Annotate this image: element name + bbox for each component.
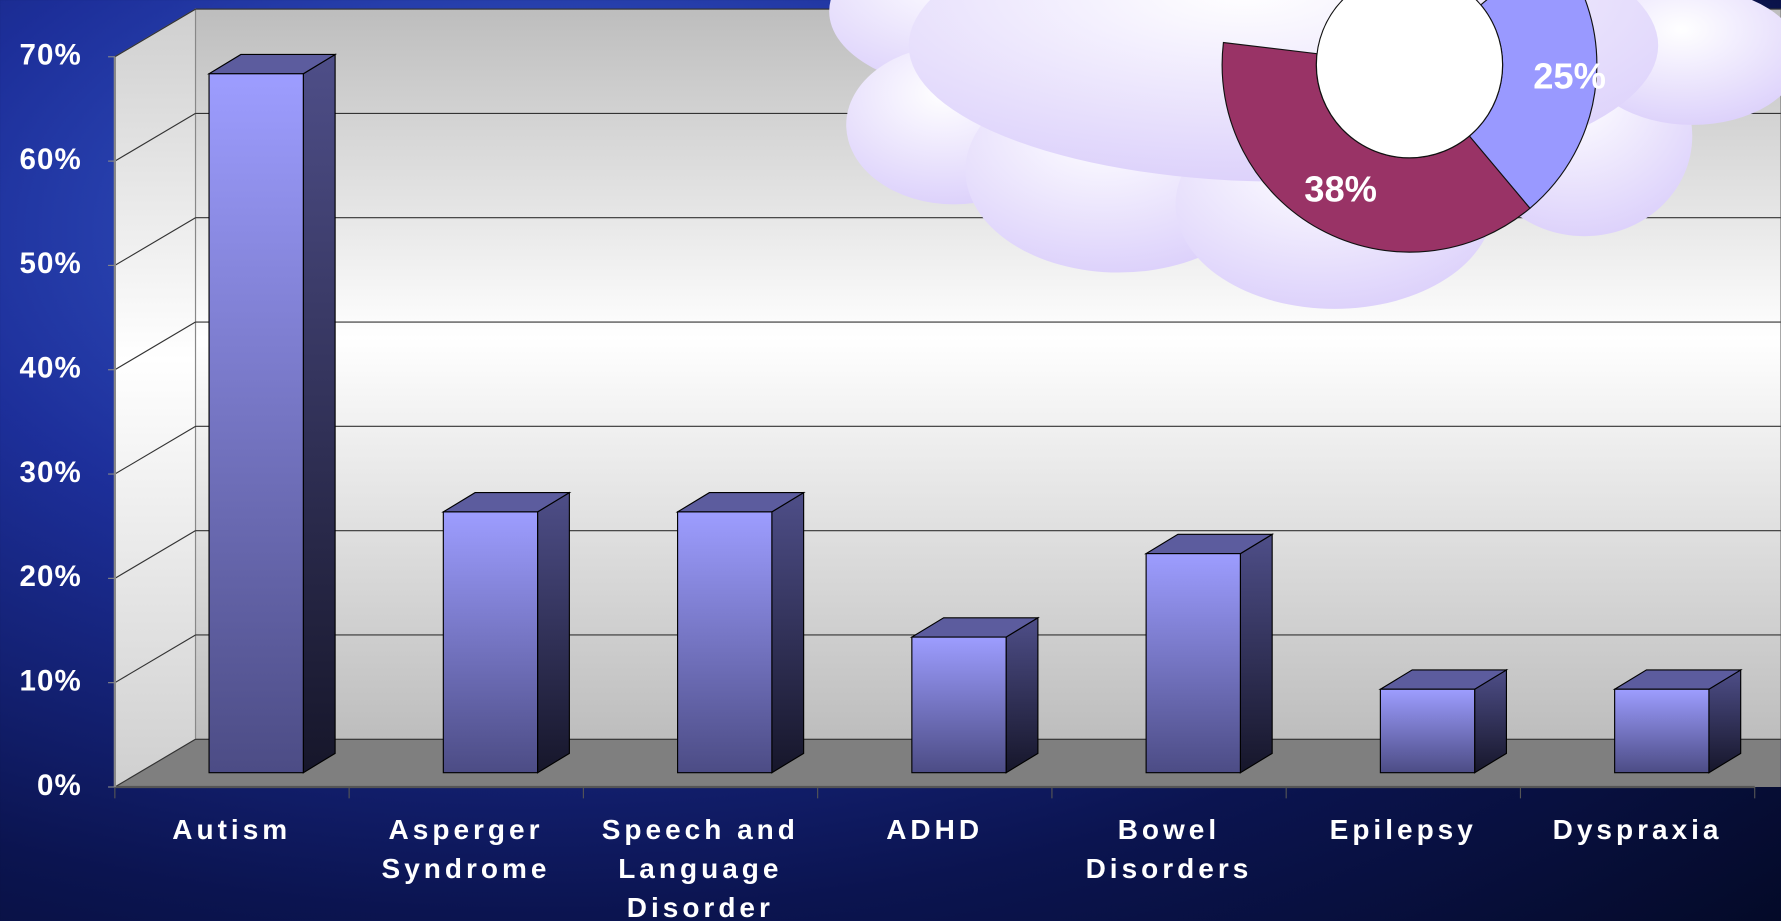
donut-chart: 25% 38%	[1221, 0, 1606, 253]
side-wall	[114, 8, 197, 788]
bar-front	[208, 73, 304, 774]
bar-side	[1239, 533, 1273, 774]
axes: 0% 10% 20% 30% 40% 50% 60% 70%	[19, 39, 1756, 802]
bar-side	[302, 53, 336, 774]
bar	[675, 491, 806, 774]
y-tick-label: 50%	[19, 247, 81, 280]
bar-side	[1005, 616, 1039, 774]
bar-front	[677, 511, 773, 774]
x-tick-label: Epilepsy	[1329, 814, 1477, 845]
grid-line	[114, 112, 196, 162]
x-tick-label: ADHD	[886, 814, 984, 845]
x-tick-label: Dyspraxia	[1552, 814, 1723, 845]
grid-line	[114, 8, 196, 58]
bar-side	[537, 491, 570, 774]
bar-front	[1614, 688, 1710, 774]
data-label: 38%	[1304, 169, 1377, 210]
grid-line	[114, 321, 196, 371]
grid-line	[114, 425, 196, 475]
bar	[1378, 668, 1509, 774]
data-label: 25%	[1533, 55, 1606, 96]
y-tick-label: 10%	[19, 664, 81, 697]
bar-side	[771, 491, 805, 774]
y-tick-label: 60%	[19, 143, 81, 176]
y-tick-label: 30%	[19, 456, 81, 489]
x-tick-label: Asperger Syndrome	[381, 814, 551, 884]
bar	[1612, 668, 1743, 774]
y-tick-label: 40%	[19, 352, 81, 385]
bar	[441, 491, 572, 774]
bar	[1144, 533, 1275, 774]
grid-line	[114, 634, 196, 684]
bar-front	[1145, 553, 1241, 774]
y-tick-label: 70%	[19, 39, 81, 72]
x-tick-label: Bowel Disorders	[1085, 814, 1253, 884]
bar-front	[442, 511, 539, 774]
bars	[207, 53, 1743, 774]
x-tick-label: Speech and Language Disorder	[601, 814, 799, 921]
bar	[207, 53, 338, 774]
x-tick-label: Autism	[172, 814, 292, 845]
grid-line	[114, 217, 196, 266]
bar-front	[911, 636, 1007, 774]
y-tick-label: 0%	[37, 769, 82, 802]
grid-line	[114, 738, 196, 788]
y-tick-label: 20%	[19, 560, 81, 593]
donut-hole	[1315, 0, 1504, 159]
bar-front	[1379, 688, 1476, 774]
grid-line	[114, 530, 196, 579]
bar	[909, 616, 1040, 774]
